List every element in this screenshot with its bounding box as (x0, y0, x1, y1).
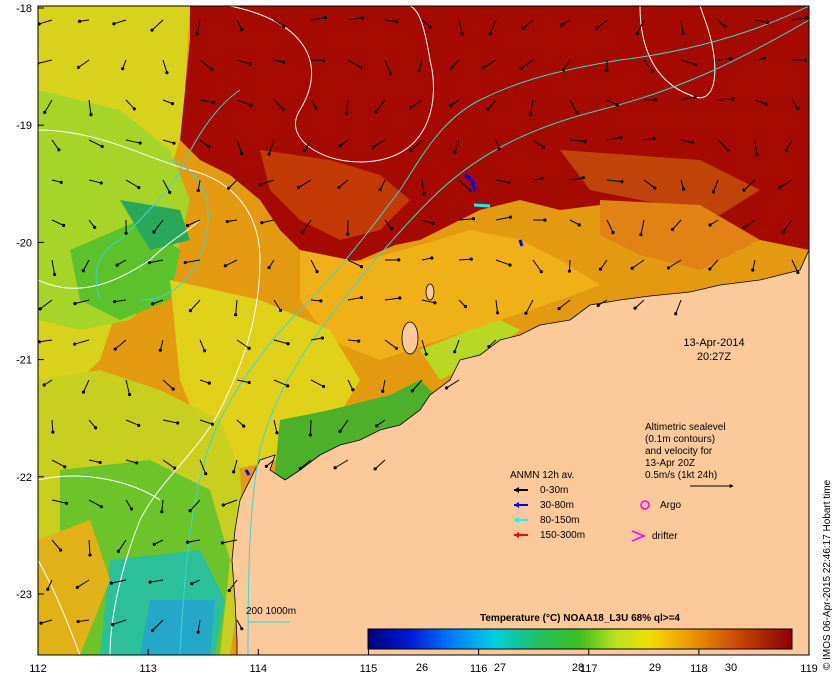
x-axis: 112 113 114 115 116 117 118 119 (29, 649, 818, 675)
anmn-swatch-head (514, 502, 519, 508)
x-tick-label: 119 (800, 663, 818, 675)
credit-text: © IMOS 06-Apr-2015 22:46:17 Hobart time (822, 479, 833, 670)
anmn-swatch-head (514, 517, 519, 523)
anmn-label: 150-300m (540, 530, 585, 541)
altimetric-line: Altimetric sealevel (645, 422, 726, 433)
altimetric-line: (0.1m contours) (645, 434, 715, 445)
y-axis: -18 -19 -20 -21 -22 -23 (16, 3, 44, 601)
colorbar-tick-label: 29 (649, 662, 661, 674)
x-tick-label: 116 (470, 663, 488, 675)
colorbar-tick-label: 27 (494, 662, 506, 674)
y-tick-label: -18 (16, 3, 32, 15)
y-tick-label: -21 (16, 355, 32, 367)
anmn-swatch-head (514, 532, 519, 538)
anmn-label: 30-80m (540, 500, 574, 511)
x-tick-label: 113 (139, 663, 157, 675)
x-tick-label: 118 (690, 663, 708, 675)
altimetric-line: 0.5m/s (1kt 24h) (645, 470, 717, 481)
argo-label: Argo (660, 500, 682, 511)
sst-raster (38, 6, 809, 655)
x-tick-label: 114 (250, 663, 268, 675)
anmn-legend: ANMN 12h av. 0-30m 30-80m 80-150m 150-300m (510, 470, 585, 541)
colorbar-tick-label: 30 (725, 662, 737, 674)
anmn-swatch-head (514, 487, 519, 493)
y-tick-label: -22 (16, 472, 32, 484)
colorbar-title: Temperature (°C) NOAA18_L3U 68% ql>=4 (480, 613, 680, 624)
anmn-label: 0-30m (540, 485, 568, 496)
anmn-label: 80-150m (540, 515, 579, 526)
bathymetry-label: 200 1000m (246, 606, 296, 617)
colorbar-tick-label: 26 (416, 662, 428, 674)
drifter-symbol (631, 530, 646, 542)
anmn-title: ANMN 12h av. (510, 470, 574, 481)
altimetric-line: 13-Apr 20Z (645, 458, 695, 469)
argo-symbol (640, 500, 650, 510)
velocity-arrows (38, 16, 809, 634)
altimetric-legend: Altimetric sealevel (0.1m contours) and … (645, 422, 734, 488)
drifter-label: drifter (652, 531, 678, 542)
x-tick-label: 117 (580, 663, 598, 675)
land-mass (231, 249, 809, 655)
colorbar-tick-label: 28 (572, 662, 584, 674)
y-tick-label: -23 (16, 589, 32, 601)
y-tick-label: -19 (16, 120, 32, 132)
timestamp-time: 20:27Z (697, 351, 732, 363)
plot-frame (37, 5, 810, 656)
altimetric-line: and velocity for (645, 446, 713, 457)
timestamp-date: 13-Apr-2014 (683, 337, 744, 349)
colorbar: Temperature (°C) NOAA18_L3U 68% ql>=4 26… (367, 613, 793, 674)
y-tick-label: -20 (16, 237, 32, 249)
x-tick-label: 115 (360, 663, 378, 675)
x-tick-label: 112 (29, 663, 47, 675)
